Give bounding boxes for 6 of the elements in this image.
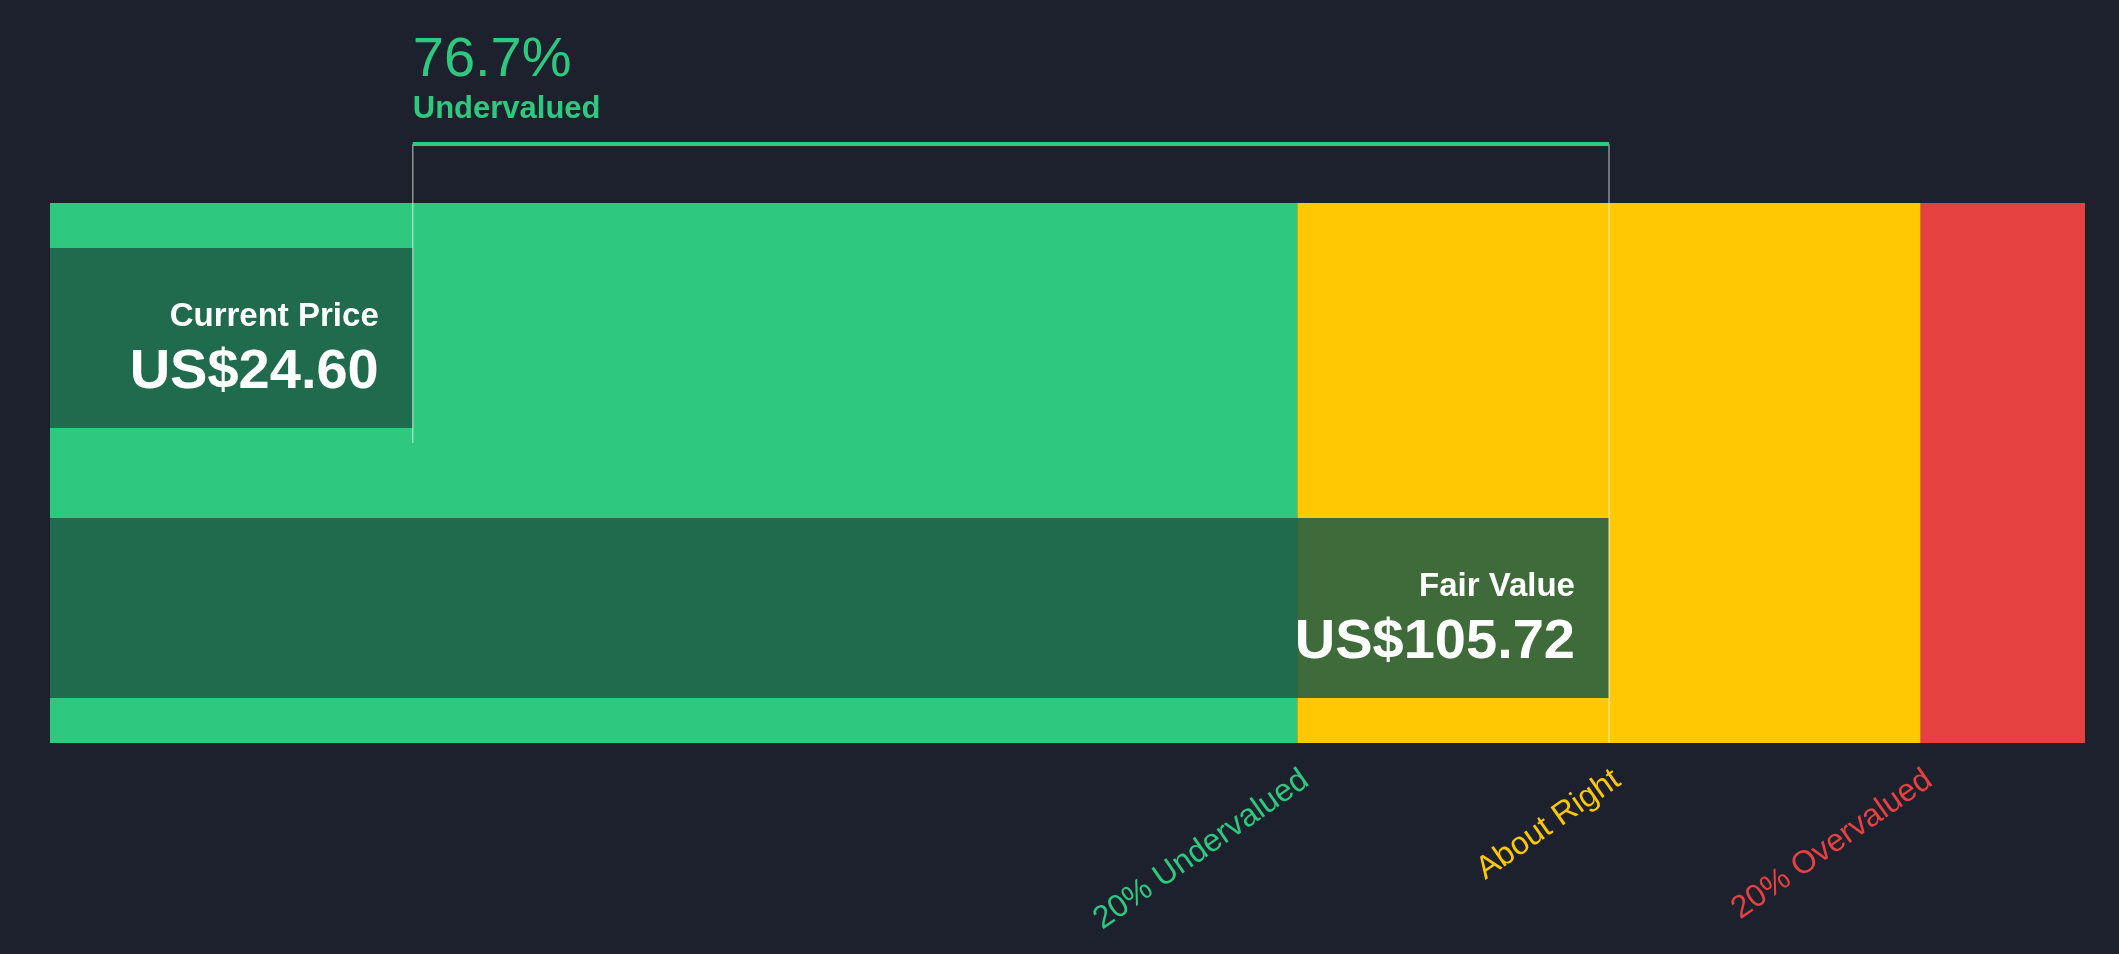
data-label: US$105.72 [1294,607,1575,670]
text: Undervalued [412,90,601,125]
data-label: US$24.60 [129,337,379,400]
y-tick-label: Current Price [169,296,379,333]
text: 76.7% [412,25,572,88]
y-tick-label: Fair Value [1419,566,1575,603]
